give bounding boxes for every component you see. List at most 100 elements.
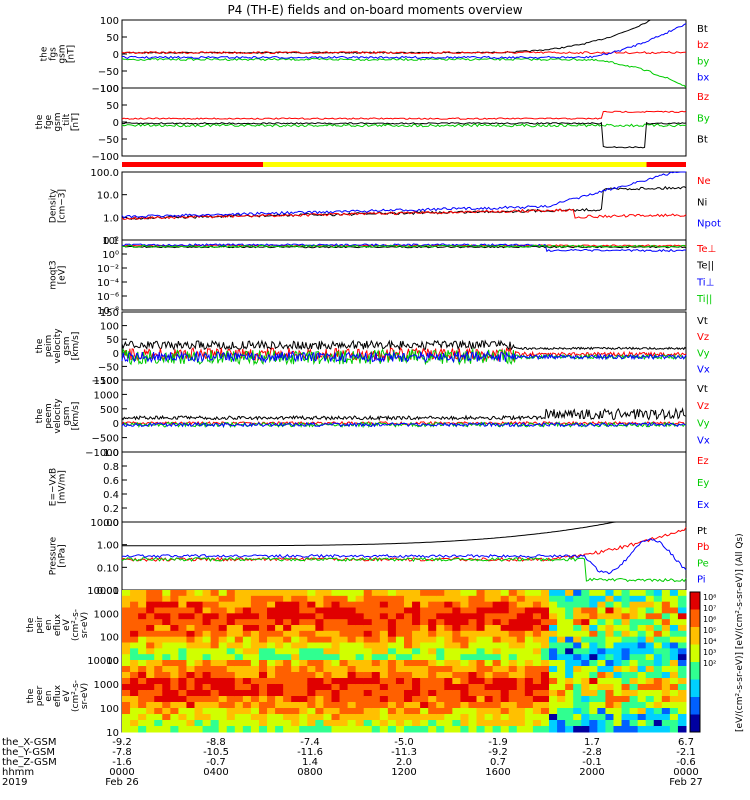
- spectro-cell: [186, 672, 196, 679]
- spectro-cell: [170, 702, 179, 709]
- y-tick-label: 1000: [94, 609, 119, 620]
- spectro-cell: [637, 625, 647, 632]
- spectro-cell: [138, 726, 147, 733]
- spectro-cell: [218, 690, 228, 697]
- spectro-cell: [218, 642, 228, 649]
- spectro-cell: [629, 684, 639, 691]
- spectro-cell: [420, 636, 429, 643]
- spectro-cell: [283, 672, 292, 679]
- y-axis-label: [km/s]: [71, 332, 81, 361]
- spectro-cell: [242, 613, 252, 620]
- spectro-cell: [549, 708, 558, 715]
- spectro-cell: [170, 636, 179, 643]
- spectro-cell: [540, 690, 550, 697]
- spectro-cell: [516, 672, 526, 679]
- spectro-cell: [444, 630, 453, 638]
- spectro-cell: [170, 595, 179, 603]
- spectro-cell: [428, 714, 437, 721]
- y-axis-label: moqt3: [49, 260, 59, 289]
- spectro-cell: [404, 601, 413, 608]
- spectro-cell: [516, 601, 526, 608]
- spectro-cell: [170, 690, 179, 697]
- spectro-cell: [557, 613, 566, 620]
- spectro-cell: [677, 654, 687, 661]
- spectro-cell: [468, 708, 478, 715]
- spectro-cell: [581, 630, 590, 638]
- spectro-cell: [629, 660, 639, 667]
- spectro-cell: [677, 613, 687, 620]
- y-tick-label: 100: [100, 16, 119, 27]
- spectro-cell: [404, 696, 413, 703]
- spectro-cell: [669, 690, 679, 697]
- x-row-value: -9.2: [112, 737, 132, 748]
- spectro-cell: [234, 595, 244, 603]
- spectro-cell: [460, 613, 469, 620]
- spectro-cell: [597, 642, 606, 649]
- spectro-cell: [138, 595, 147, 603]
- spectro-cell: [500, 666, 510, 673]
- spectro-cell: [339, 595, 349, 603]
- spectro-cell: [549, 672, 558, 679]
- spectro-cell: [661, 590, 671, 597]
- x-row-value: 1600: [485, 767, 510, 778]
- spectro-cell: [524, 702, 534, 709]
- spectro-cell: [549, 595, 558, 603]
- spectro-cell: [170, 625, 179, 632]
- legend-entry: Ni: [697, 197, 707, 208]
- spectro-cell: [621, 660, 631, 667]
- spectro-cell: [500, 690, 510, 697]
- spectro-cell: [540, 595, 550, 603]
- spectro-cell: [613, 601, 623, 608]
- spectro-cell: [315, 708, 324, 715]
- spectro-cell: [621, 708, 631, 715]
- spectro-cell: [621, 595, 631, 603]
- spectro-cell: [130, 684, 139, 691]
- spectro-cell: [234, 613, 244, 620]
- legend-entry: Ti||: [696, 294, 712, 305]
- spectro-cell: [637, 690, 647, 697]
- spectro-cell: [637, 720, 647, 727]
- spectro-cell: [508, 630, 518, 638]
- spectro-cell: [404, 636, 413, 643]
- spectro-cell: [210, 619, 220, 626]
- spectro-cell: [138, 630, 147, 638]
- spectro-cell: [250, 714, 260, 721]
- spectro-cell: [452, 648, 461, 655]
- spectro-cell: [516, 708, 526, 715]
- spectro-cell: [629, 696, 639, 703]
- spectro-cell: [178, 666, 187, 673]
- spectro-cell: [492, 630, 502, 638]
- spectro-cell: [573, 648, 582, 655]
- spectro-cell: [226, 702, 236, 709]
- spectro-cell: [154, 726, 163, 733]
- spectro-cell: [524, 684, 534, 691]
- spectro-cell: [387, 619, 397, 626]
- spectro-cell: [613, 726, 623, 733]
- spectro-cell: [621, 666, 631, 673]
- spectro-cell: [549, 642, 558, 649]
- spectro-cell: [404, 720, 413, 727]
- spectro-cell: [412, 601, 421, 608]
- spectro-cell: [645, 613, 655, 620]
- spectro-cell: [444, 684, 453, 691]
- spectro-cell: [452, 666, 461, 673]
- spectro-cell: [484, 630, 494, 638]
- spectro-cell: [331, 696, 341, 703]
- y-tick-label: 0.0: [103, 518, 119, 529]
- y-axis-label: peer: [35, 685, 45, 706]
- spectro-cell: [339, 636, 349, 643]
- spectro-cell: [267, 696, 276, 703]
- spectro-cell: [444, 648, 453, 655]
- spectro-cell: [315, 690, 324, 697]
- spectro-cell: [323, 636, 332, 643]
- spectro-cell: [379, 666, 389, 673]
- spectro-cell: [508, 708, 518, 715]
- spectro-cell: [565, 708, 574, 715]
- colorbar-tick-label: 10²: [703, 659, 716, 668]
- spectro-cell: [404, 702, 413, 709]
- spectro-cell: [621, 678, 631, 685]
- spectro-cell: [613, 630, 623, 638]
- spectro-cell: [573, 660, 582, 667]
- spectro-cell: [387, 590, 397, 597]
